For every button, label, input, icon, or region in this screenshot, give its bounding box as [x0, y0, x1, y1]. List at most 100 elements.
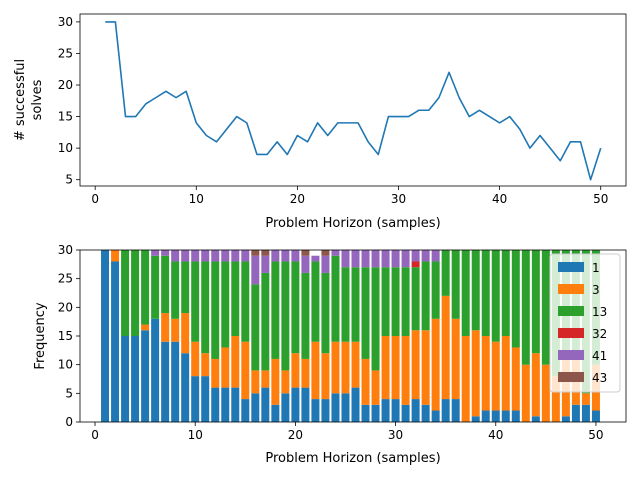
- bar-segment-series-3: [111, 250, 119, 261]
- bar-segment-series-3: [291, 353, 299, 387]
- bar-segment-series-1: [231, 388, 239, 422]
- bar-segment-series-41: [181, 250, 189, 261]
- bar-segment-series-1: [301, 388, 309, 422]
- bar-segment-series-1: [502, 411, 510, 422]
- bar-segment-series-3: [512, 347, 520, 410]
- bar-segment-series-41: [241, 250, 249, 261]
- bar-segment-series-3: [582, 393, 590, 404]
- bar-segment-series-3: [341, 342, 349, 394]
- bar-segment-series-1: [582, 405, 590, 422]
- bar-segment-series-41: [191, 250, 199, 261]
- bar-segment-series-13: [341, 267, 349, 342]
- x-tick-label: 40: [488, 428, 503, 442]
- bar-segment-series-13: [492, 250, 500, 342]
- x-tick-label: 50: [588, 428, 603, 442]
- bar-segment-series-13: [412, 267, 420, 330]
- bar-segment-series-41: [161, 250, 169, 256]
- bar-segment-series-3: [462, 336, 470, 422]
- bar-segment-series-1: [532, 416, 540, 422]
- bar-segment-series-13: [472, 250, 480, 330]
- bar-segment-series-1: [392, 399, 400, 422]
- bar-segment-series-1: [171, 342, 179, 422]
- bar-segment-series-3: [542, 365, 550, 422]
- bar-segment-series-13: [301, 273, 309, 359]
- bar-segment-series-1: [211, 388, 219, 422]
- bar-segment-series-1: [101, 250, 109, 422]
- bar-segment-series-13: [362, 267, 370, 359]
- bar-segment-series-13: [442, 250, 450, 296]
- bar-segment-series-41: [291, 250, 299, 261]
- bar-segment-series-13: [402, 267, 410, 336]
- bar-segment-series-1: [251, 393, 259, 422]
- x-tick-label: 40: [492, 192, 507, 206]
- bar-segment-series-41: [412, 250, 420, 261]
- bar-segment-series-13: [392, 267, 400, 336]
- legend-swatch-32: [558, 328, 584, 338]
- bar-segment-series-3: [261, 370, 269, 387]
- y-tick-label: 15: [58, 110, 73, 124]
- x-tick-label: 10: [189, 192, 204, 206]
- bar-segment-series-13: [221, 261, 229, 347]
- bar-segment-series-13: [311, 261, 319, 341]
- bar-segment-series-1: [111, 261, 119, 422]
- bar-segment-series-41: [331, 250, 339, 256]
- bar-segment-series-3: [251, 370, 259, 393]
- bar-segment-series-41: [261, 256, 269, 273]
- x-tick-label: 20: [288, 428, 303, 442]
- bar-segment-series-13: [432, 261, 440, 318]
- bar-segment-series-3: [452, 319, 460, 399]
- y-tick-label: 20: [58, 300, 73, 314]
- bar-segment-series-13: [452, 250, 460, 319]
- bar-segment-series-3: [301, 359, 309, 388]
- bar-segment-series-13: [422, 261, 430, 330]
- bar-segment-series-1: [562, 416, 570, 422]
- legend-label-1: 1: [592, 261, 600, 275]
- bar-segment-series-13: [532, 250, 540, 353]
- bar-segment-series-3: [211, 359, 219, 388]
- bar-segment-series-1: [422, 405, 430, 422]
- bar-segment-series-13: [291, 261, 299, 353]
- bar-segment-series-13: [372, 267, 380, 370]
- bar-segment-series-1: [141, 330, 149, 422]
- bar-segment-series-41: [392, 250, 400, 267]
- x-tick-label: 30: [391, 192, 406, 206]
- bar-segment-series-1: [482, 411, 490, 422]
- bar-segment-series-3: [532, 353, 540, 416]
- legend-swatch-41: [558, 350, 584, 360]
- bar-segment-series-13: [512, 250, 520, 347]
- y-tick-label: 10: [58, 358, 73, 372]
- bar-segment-series-1: [131, 336, 139, 422]
- bar-segment-series-1: [181, 353, 189, 422]
- bar-segment-series-3: [492, 342, 500, 411]
- bar-segment-series-41: [311, 256, 319, 262]
- bar-segment-series-1: [432, 411, 440, 422]
- x-tick-label: 0: [91, 428, 99, 442]
- bar-segment-series-13: [121, 250, 129, 336]
- bar-segment-series-3: [482, 336, 490, 411]
- bar-segment-series-1: [592, 411, 600, 422]
- bar-segment-series-3: [422, 330, 430, 405]
- bar-segment-series-3: [502, 336, 510, 411]
- bar-segment-series-13: [131, 250, 139, 336]
- bar-segment-series-3: [311, 342, 319, 399]
- bar-chart-y-axis-label: Frequency: [33, 302, 48, 369]
- bar-segment-series-3: [201, 353, 209, 376]
- bar-segment-series-41: [301, 256, 309, 273]
- bar-segment-series-41: [352, 250, 360, 267]
- bar-segment-series-43: [251, 250, 259, 256]
- bar-segment-series-3: [522, 365, 530, 422]
- bar-segment-series-41: [432, 250, 440, 261]
- bar-segment-series-1: [412, 399, 420, 422]
- bar-segment-series-13: [321, 273, 329, 353]
- bar-segment-series-13: [211, 261, 219, 358]
- bar-segment-series-3: [382, 336, 390, 399]
- bar-segment-series-1: [311, 399, 319, 422]
- bar-segment-series-41: [382, 250, 390, 267]
- legend-box: [550, 254, 620, 392]
- bar-segment-series-1: [452, 399, 460, 422]
- bar-segment-series-3: [181, 313, 189, 353]
- bar-segment-series-32: [412, 261, 420, 267]
- bar-segment-series-13: [542, 250, 550, 365]
